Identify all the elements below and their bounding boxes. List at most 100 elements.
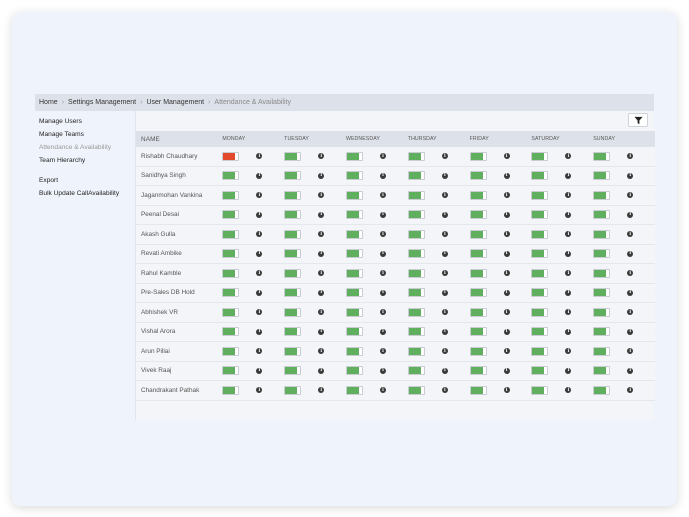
availability-toggle[interactable] xyxy=(593,366,611,376)
info-icon[interactable]: i xyxy=(318,367,325,374)
availability-toggle[interactable] xyxy=(531,190,549,200)
availability-toggle[interactable] xyxy=(284,210,302,220)
availability-toggle[interactable] xyxy=(284,327,302,337)
availability-toggle[interactable] xyxy=(222,210,240,220)
info-icon[interactable]: i xyxy=(256,348,263,355)
info-icon[interactable]: i xyxy=(256,387,263,394)
availability-toggle[interactable] xyxy=(345,327,363,337)
info-icon[interactable]: i xyxy=(565,172,572,179)
info-icon[interactable]: i xyxy=(441,153,448,160)
info-icon[interactable]: i xyxy=(256,211,263,218)
availability-toggle[interactable] xyxy=(407,366,425,376)
availability-toggle[interactable] xyxy=(284,268,302,278)
info-icon[interactable]: i xyxy=(627,211,634,218)
availability-toggle[interactable] xyxy=(531,366,549,376)
info-icon[interactable]: i xyxy=(379,328,386,335)
info-icon[interactable]: i xyxy=(565,309,572,316)
availability-toggle[interactable] xyxy=(284,346,302,356)
breadcrumb-user-management[interactable]: User Management xyxy=(146,99,205,106)
info-icon[interactable]: i xyxy=(503,387,510,394)
sidebar-item-export[interactable]: Export xyxy=(39,177,59,184)
info-icon[interactable]: i xyxy=(503,192,510,199)
info-icon[interactable]: i xyxy=(503,309,510,316)
availability-toggle[interactable] xyxy=(222,151,240,161)
availability-toggle[interactable] xyxy=(407,288,425,298)
info-icon[interactable]: i xyxy=(441,309,448,316)
availability-toggle[interactable] xyxy=(345,307,363,317)
info-icon[interactable]: i xyxy=(318,309,325,316)
info-icon[interactable]: i xyxy=(627,309,634,316)
availability-toggle[interactable] xyxy=(531,288,549,298)
availability-toggle[interactable] xyxy=(345,190,363,200)
info-icon[interactable]: i xyxy=(627,289,634,296)
info-icon[interactable]: i xyxy=(318,192,325,199)
info-icon[interactable]: i xyxy=(379,211,386,218)
info-icon[interactable]: i xyxy=(379,250,386,257)
availability-toggle[interactable] xyxy=(469,288,487,298)
info-icon[interactable]: i xyxy=(627,153,634,160)
info-icon[interactable]: i xyxy=(565,387,572,394)
info-icon[interactable]: i xyxy=(379,348,386,355)
availability-toggle[interactable] xyxy=(531,327,549,337)
sidebar-item-manage-users[interactable]: Manage Users xyxy=(39,118,82,125)
availability-toggle[interactable] xyxy=(469,385,487,395)
info-icon[interactable]: i xyxy=(256,328,263,335)
info-icon[interactable]: i xyxy=(379,231,386,238)
info-icon[interactable]: i xyxy=(441,348,448,355)
info-icon[interactable]: i xyxy=(441,172,448,179)
availability-toggle[interactable] xyxy=(222,190,240,200)
availability-toggle[interactable] xyxy=(469,229,487,239)
availability-toggle[interactable] xyxy=(531,151,549,161)
sidebar-item-manage-teams[interactable]: Manage Teams xyxy=(39,131,84,138)
info-icon[interactable]: i xyxy=(256,270,263,277)
availability-toggle[interactable] xyxy=(593,268,611,278)
availability-toggle[interactable] xyxy=(531,171,549,181)
availability-toggle[interactable] xyxy=(407,268,425,278)
info-icon[interactable]: i xyxy=(318,289,325,296)
info-icon[interactable]: i xyxy=(379,387,386,394)
info-icon[interactable]: i xyxy=(503,250,510,257)
info-icon[interactable]: i xyxy=(565,192,572,199)
availability-toggle[interactable] xyxy=(222,288,240,298)
info-icon[interactable]: i xyxy=(565,270,572,277)
availability-toggle[interactable] xyxy=(469,307,487,317)
availability-toggle[interactable] xyxy=(222,366,240,376)
availability-toggle[interactable] xyxy=(469,249,487,259)
info-icon[interactable]: i xyxy=(318,172,325,179)
availability-toggle[interactable] xyxy=(284,249,302,259)
availability-toggle[interactable] xyxy=(222,346,240,356)
info-icon[interactable]: i xyxy=(503,328,510,335)
info-icon[interactable]: i xyxy=(441,367,448,374)
availability-toggle[interactable] xyxy=(593,190,611,200)
availability-toggle[interactable] xyxy=(284,366,302,376)
availability-toggle[interactable] xyxy=(407,346,425,356)
info-icon[interactable]: i xyxy=(503,289,510,296)
availability-toggle[interactable] xyxy=(222,171,240,181)
availability-toggle[interactable] xyxy=(469,268,487,278)
availability-toggle[interactable] xyxy=(345,171,363,181)
info-icon[interactable]: i xyxy=(256,289,263,296)
info-icon[interactable]: i xyxy=(565,153,572,160)
info-icon[interactable]: i xyxy=(627,328,634,335)
info-icon[interactable]: i xyxy=(441,192,448,199)
availability-toggle[interactable] xyxy=(407,210,425,220)
availability-toggle[interactable] xyxy=(531,229,549,239)
availability-toggle[interactable] xyxy=(593,171,611,181)
info-icon[interactable]: i xyxy=(627,231,634,238)
availability-toggle[interactable] xyxy=(284,171,302,181)
info-icon[interactable]: i xyxy=(256,309,263,316)
info-icon[interactable]: i xyxy=(503,270,510,277)
info-icon[interactable]: i xyxy=(565,348,572,355)
info-icon[interactable]: i xyxy=(565,231,572,238)
info-icon[interactable]: i xyxy=(379,367,386,374)
availability-toggle[interactable] xyxy=(222,229,240,239)
info-icon[interactable]: i xyxy=(441,289,448,296)
info-icon[interactable]: i xyxy=(565,367,572,374)
availability-toggle[interactable] xyxy=(345,268,363,278)
info-icon[interactable]: i xyxy=(565,250,572,257)
availability-toggle[interactable] xyxy=(345,229,363,239)
info-icon[interactable]: i xyxy=(565,328,572,335)
info-icon[interactable]: i xyxy=(503,367,510,374)
availability-toggle[interactable] xyxy=(469,151,487,161)
info-icon[interactable]: i xyxy=(318,211,325,218)
